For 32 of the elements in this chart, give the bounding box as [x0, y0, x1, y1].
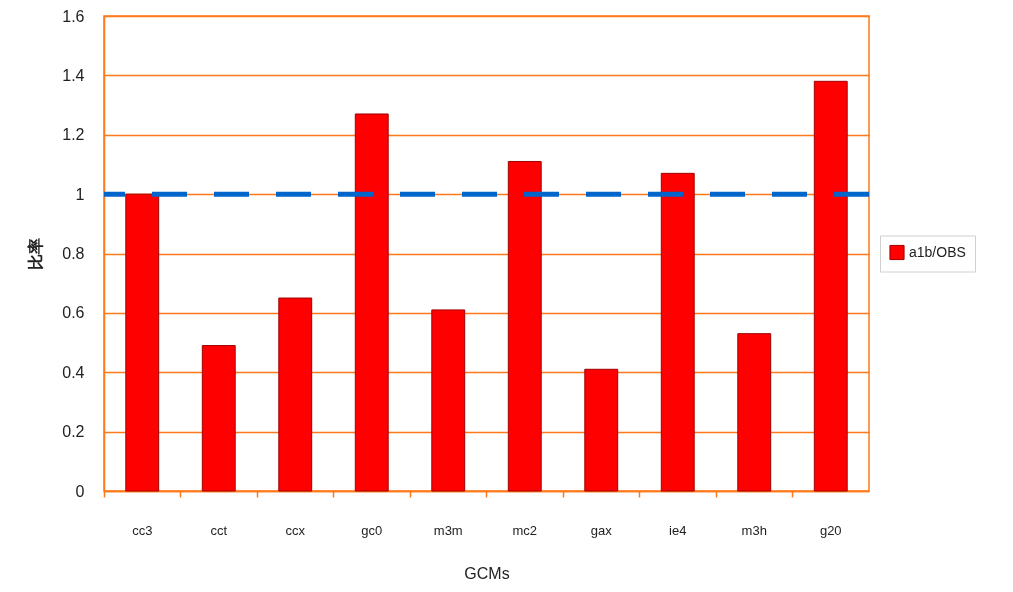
- bar: [354, 113, 389, 492]
- x-tick-label: g20: [819, 522, 842, 538]
- bar: [737, 333, 772, 492]
- y-tick-label: 1.2: [62, 126, 85, 144]
- y-tick-label: 0.4: [62, 363, 85, 381]
- bar: [660, 172, 695, 492]
- bar: [507, 160, 542, 492]
- y-tick-label: 0.2: [62, 423, 85, 441]
- x-axis-title: GCMs: [464, 564, 510, 582]
- bar: [813, 80, 848, 492]
- x-tick-label: gax: [590, 522, 613, 538]
- bar: [201, 345, 236, 492]
- bar: [278, 297, 313, 492]
- y-tick-label: 1.4: [62, 66, 85, 84]
- y-axis-title: 比率: [26, 238, 46, 270]
- x-tick-label: m3m: [433, 522, 463, 538]
- x-tick-label: ie4: [669, 522, 687, 538]
- x-tick-label: m3h: [741, 522, 767, 538]
- y-tick-label: 0.6: [62, 304, 85, 322]
- y-tick-label: 1.6: [62, 7, 85, 25]
- x-tick-label: cct: [210, 522, 228, 538]
- x-tick-label: cc3: [132, 522, 153, 538]
- y-tick-label: 0.8: [62, 245, 85, 262]
- legend-label: a1b/OBS: [909, 243, 966, 260]
- x-tick-label: mc2: [512, 522, 538, 538]
- x-tick-label: ccx: [285, 522, 306, 538]
- y-tick-label: 1: [75, 185, 85, 203]
- x-tick-label: gc0: [361, 522, 383, 538]
- y-tick-label: 0: [75, 482, 85, 500]
- bar: [431, 309, 466, 492]
- bar: [584, 368, 619, 492]
- bar: [125, 193, 160, 492]
